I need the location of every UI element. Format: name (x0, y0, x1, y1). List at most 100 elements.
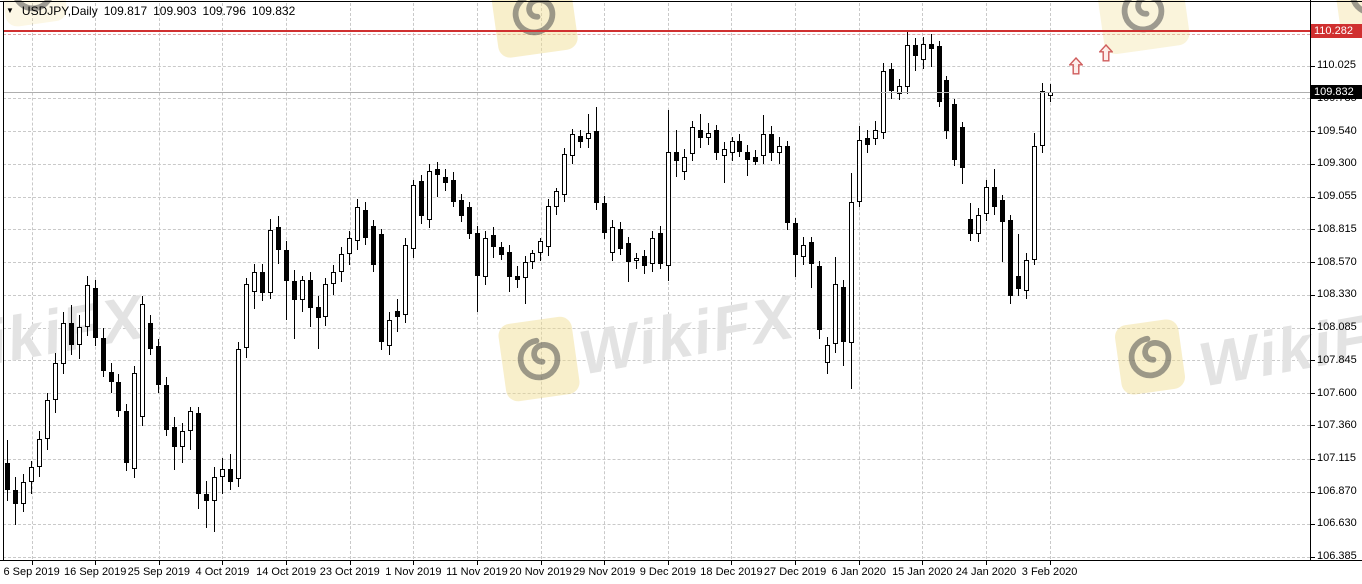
bear-candle-body (658, 232, 663, 264)
candle-wick (31, 460, 32, 495)
bull-candle-body (140, 304, 145, 418)
bear-candle-body (196, 413, 201, 495)
bear-candle-body (443, 177, 448, 183)
candle-wick (1034, 132, 1035, 265)
bear-candle-body (929, 43, 934, 50)
bear-candle-body (889, 69, 894, 91)
candle-wick (931, 34, 932, 67)
bear-candle-body (475, 232, 480, 276)
bear-candle-body (809, 242, 814, 264)
bear-candle-body (459, 200, 464, 217)
bull-candle-body (411, 185, 416, 249)
date-axis-label: 16 Sep 2019 (64, 566, 127, 578)
bear-candle-body (793, 223, 798, 256)
candle-wick (509, 244, 510, 292)
bull-candle-body (777, 146, 782, 153)
price-axis-label: 108.330 (1317, 288, 1357, 301)
bear-candle-body (156, 345, 161, 385)
date-tick-mark (1049, 561, 1051, 565)
candle-wick (907, 30, 908, 94)
price-axis-label: 106.385 (1317, 550, 1357, 563)
date-axis-label: 14 Oct 2019 (256, 566, 317, 578)
bull-candle-body (690, 127, 695, 155)
candle-wick (1018, 233, 1019, 296)
candle-wick (413, 180, 414, 259)
bull-candle-body (546, 205, 551, 248)
date-tick-mark (158, 561, 160, 565)
bear-candle-body (101, 337, 106, 372)
bull-candle-body (347, 238, 352, 255)
bear-candle-body (109, 371, 114, 383)
price-axis-label: 109.055 (1317, 190, 1357, 203)
candle-wick (421, 174, 422, 225)
date-tick-mark (31, 561, 33, 565)
candle-wick (39, 430, 40, 477)
price-tick-mark (1310, 556, 1315, 558)
current-price-tag: 109.832 (1311, 85, 1362, 100)
bull-candle-body (650, 238, 655, 264)
candle-wick (15, 476, 16, 526)
bull-candle-body (244, 283, 249, 349)
price-axis-label: 106.870 (1317, 485, 1357, 498)
candle-wick (501, 242, 502, 260)
bull-candle-body (339, 254, 344, 272)
candle-wick (325, 278, 326, 326)
date-axis-label: 6 Sep 2019 (3, 566, 60, 578)
bull-candle-body (483, 238, 488, 278)
bear-candle-body (515, 275, 520, 280)
candle-wick (978, 208, 979, 242)
bear-candle-body (769, 134, 774, 153)
candle-wick (206, 480, 207, 528)
date-tick-mark (858, 561, 860, 565)
candle-wick (1002, 194, 1003, 263)
date-axis-label: 23 Oct 2019 (319, 566, 380, 578)
candle-wick (294, 270, 295, 340)
date-tick-mark (667, 561, 669, 565)
chart-title-bar: ▼ USDJPY,Daily 109.817 109.903 109.796 1… (6, 4, 295, 18)
horizontal-gridline (3, 131, 1310, 133)
vertical-gridline (286, 3, 288, 559)
horizontal-gridline (3, 425, 1310, 427)
candle-wick (79, 314, 80, 360)
bull-candle-body (586, 132, 591, 140)
current-price-line (3, 92, 1310, 93)
candle-wick (87, 275, 88, 337)
horizontal-gridline (3, 163, 1310, 165)
candle-wick (373, 220, 374, 272)
candle-wick (548, 198, 549, 256)
bear-candle-body (714, 130, 719, 153)
price-axis-label: 107.845 (1317, 353, 1357, 366)
candle-wick (604, 196, 605, 240)
date-axis-label: 15 Jan 2020 (892, 566, 953, 578)
bull-candle-body (355, 207, 360, 241)
horizontal-gridline (3, 360, 1310, 362)
candle-wick (222, 457, 223, 495)
candle-wick (636, 252, 637, 269)
candle-wick (333, 265, 334, 295)
candle-wick (357, 198, 358, 251)
candle-wick (230, 453, 231, 491)
date-tick-mark (349, 561, 351, 565)
price-tick-mark (1310, 98, 1315, 100)
bull-candle-body (610, 227, 615, 253)
bull-candle-body (300, 279, 305, 300)
bear-candle-body (69, 323, 74, 345)
date-tick-mark (604, 561, 606, 565)
bear-candle-body (507, 251, 512, 278)
candle-wick (437, 162, 438, 198)
bull-candle-body (1024, 259, 1029, 291)
candle-wick (795, 217, 796, 278)
candle-wick (302, 275, 303, 313)
candle-wick (190, 406, 191, 450)
price-axis-label: 107.115 (1317, 452, 1356, 465)
candle-wick (588, 113, 589, 148)
bear-candle-body (491, 235, 496, 248)
candle-wick (883, 62, 884, 140)
candle-wick (158, 339, 159, 394)
symbol-dropdown-icon[interactable]: ▼ (6, 6, 14, 15)
